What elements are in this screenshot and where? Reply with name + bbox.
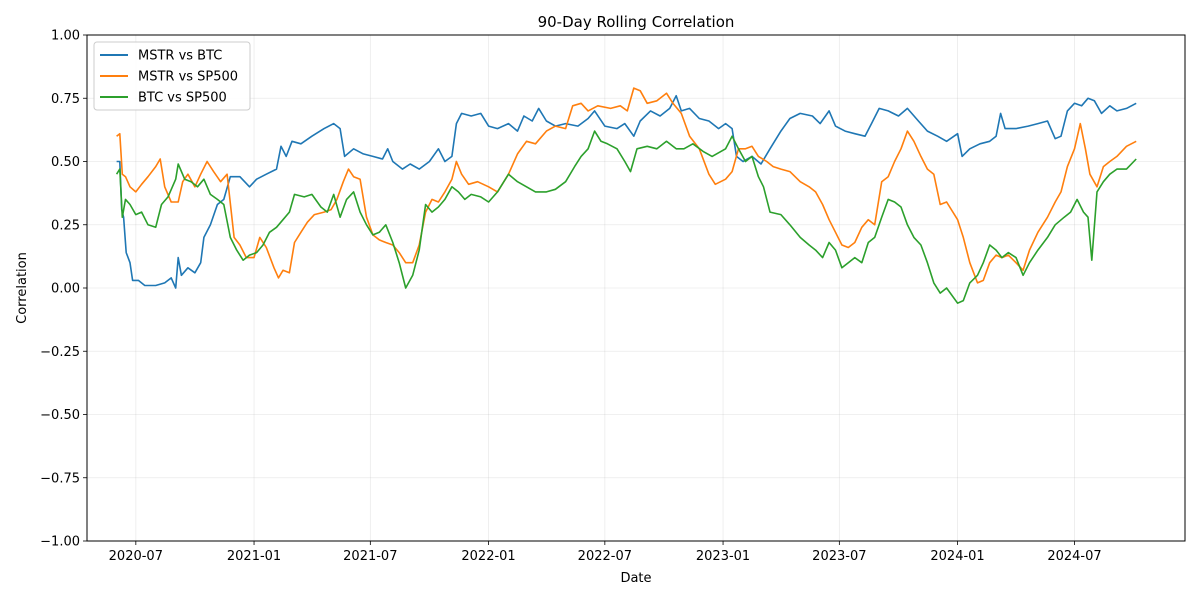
x-tick-label: 2024-07	[1047, 549, 1101, 564]
x-tick-label: 2022-07	[578, 549, 632, 564]
y-tick-label: 0.50	[51, 155, 80, 170]
legend-label: MSTR vs BTC	[138, 49, 222, 64]
x-tick-label: 2024-01	[930, 549, 984, 564]
y-axis: −1.00 −0.75 −0.50 −0.25 0.00 0.25 0.50 0.75 1.00	[40, 29, 87, 550]
series-layer	[115, 87, 1137, 304]
grid-lines	[87, 34, 1185, 542]
legend: MSTR vs BTC MSTR vs SP500 BTC vs SP500	[93, 41, 251, 111]
series-line-2	[116, 87, 1137, 284]
y-tick-label: 1.00	[51, 29, 80, 44]
legend-box	[93, 41, 251, 111]
y-tick-label: −0.75	[40, 471, 80, 486]
x-tick-label: 2021-07	[343, 549, 397, 564]
x-axis-label: Date	[620, 571, 651, 586]
x-tick-label: 2023-01	[696, 549, 750, 564]
x-tick-label: 2022-01	[461, 549, 515, 564]
y-tick-label: 0.25	[51, 218, 80, 233]
series-line-1	[116, 94, 1137, 289]
chart-title: 90-Day Rolling Correlation	[538, 13, 735, 31]
y-tick-label: −1.00	[40, 535, 80, 550]
x-tick-label: 2020-07	[109, 549, 163, 564]
legend-label: BTC vs SP500	[138, 91, 227, 106]
y-axis-label: Correlation	[15, 252, 30, 324]
y-tick-label: −0.50	[40, 408, 80, 423]
y-tick-label: 0.75	[51, 92, 80, 107]
x-axis: 2020-07 2021-01 2021-07 2022-01 2022-07 2023-…	[109, 541, 1102, 564]
x-tick-label: 2023-07	[812, 549, 866, 564]
x-tick-label: 2021-01	[227, 549, 281, 564]
series-line-3	[115, 130, 1137, 304]
y-tick-label: 0.00	[51, 282, 80, 297]
y-tick-label: −0.25	[40, 345, 80, 360]
legend-label: MSTR vs SP500	[138, 70, 238, 85]
